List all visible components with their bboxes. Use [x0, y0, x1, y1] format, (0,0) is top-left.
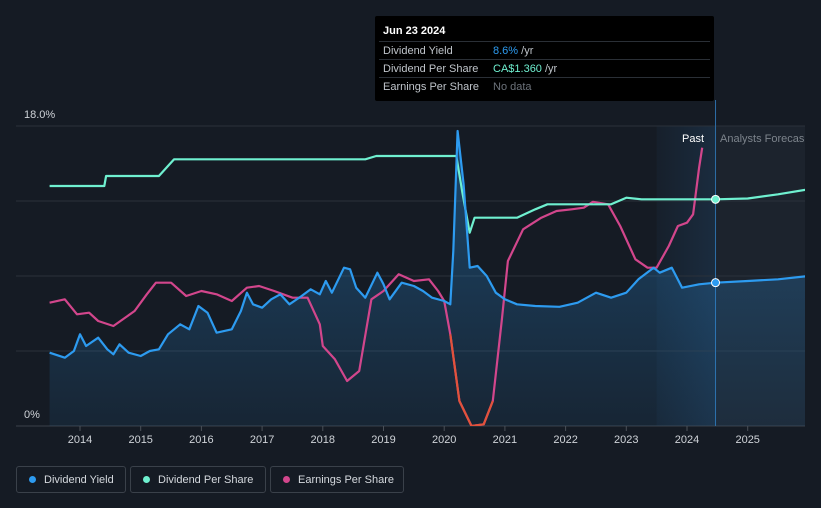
tooltip-label: Dividend Per Share — [383, 63, 479, 75]
tooltip-value: CA$1.360 /yr — [493, 63, 558, 75]
x-tick-label: 2014 — [68, 434, 92, 446]
tooltip-row-dividend-yield: Dividend Yield 8.6% /yr — [379, 41, 710, 60]
x-tick-label: 2016 — [189, 434, 213, 446]
x-tick-label: 2018 — [311, 434, 335, 446]
tooltip-value: 8.6% /yr — [493, 45, 534, 57]
x-axis: 2014 2015 2016 2017 2018 2019 2020 2021 2022 2023… — [68, 426, 760, 446]
dividend-per-share-line — [49, 154, 805, 234]
legend-dividend-yield[interactable]: Dividend Yield — [16, 466, 126, 493]
tooltip-label: Earnings Per Share — [383, 81, 479, 93]
x-tick-label: 2025 — [735, 434, 759, 446]
tooltip-label: Dividend Yield — [383, 45, 453, 57]
dividend-yield-marker — [711, 278, 721, 288]
legend-dot-icon — [29, 476, 36, 483]
past-region-label: Past — [682, 133, 704, 145]
legend-label: Earnings Per Share — [298, 473, 394, 486]
marker-layer — [711, 194, 721, 288]
y-tick-label-top: 18.0% — [24, 109, 55, 121]
dividend-yield-line — [49, 129, 805, 359]
x-tick-label: 2020 — [432, 434, 456, 446]
x-tick-label: 2022 — [553, 434, 577, 446]
legend-dot-icon — [143, 476, 150, 483]
tooltip-value: No data — [493, 81, 532, 93]
dividend-yield-area — [49, 131, 805, 426]
series-layer — [49, 129, 805, 426]
forecast-region-label: Analysts Forecas — [720, 133, 805, 145]
legend-label: Dividend Per Share — [158, 473, 254, 486]
earnings-per-share-low-segment — [449, 334, 494, 426]
earnings-per-share-line — [49, 147, 704, 426]
x-tick-label: 2021 — [493, 434, 517, 446]
x-tick-label: 2017 — [250, 434, 274, 446]
x-tick-label: 2024 — [675, 434, 699, 446]
tooltip-date: Jun 23 2024 — [383, 25, 446, 37]
x-tick-label: 2015 — [128, 434, 152, 446]
legend-dot-icon — [283, 476, 290, 483]
x-tick-label: 2023 — [614, 434, 638, 446]
tooltip: Jun 23 2024 Dividend Yield 8.6% /yr Divi… — [375, 16, 714, 101]
legend-label: Dividend Yield — [44, 473, 114, 486]
dividend-per-share-marker — [711, 194, 721, 204]
x-tick-label: 2019 — [371, 434, 395, 446]
tooltip-row-earnings-per-share: Earnings Per Share No data — [379, 77, 710, 96]
legend-dividend-per-share[interactable]: Dividend Per Share — [130, 466, 266, 493]
y-tick-label-bottom: 0% — [24, 409, 40, 421]
legend-earnings-per-share[interactable]: Earnings Per Share — [270, 466, 404, 493]
tooltip-row-dividend-per-share: Dividend Per Share CA$1.360 /yr — [379, 59, 710, 78]
